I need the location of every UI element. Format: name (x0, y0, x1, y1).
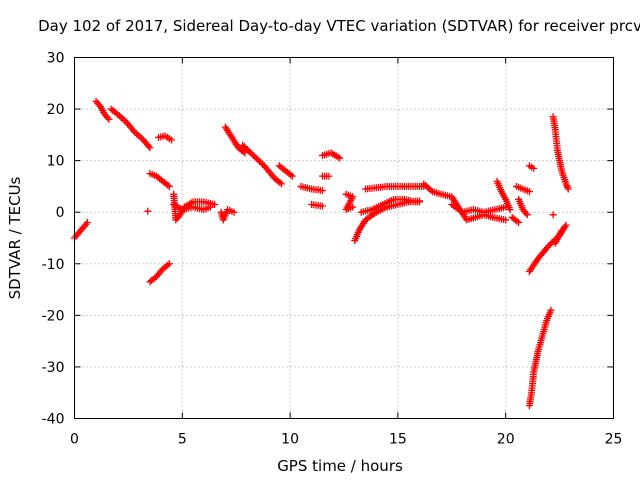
data-point (415, 198, 423, 206)
data-point (513, 217, 521, 225)
x-tick-label: 10 (281, 432, 299, 448)
y-tick-label: -20 (42, 308, 65, 324)
data-point (325, 172, 333, 180)
data-point (502, 216, 510, 224)
data-point (318, 202, 326, 210)
data-point (523, 211, 531, 219)
plot-frame (74, 57, 614, 419)
data-point (165, 260, 173, 268)
y-tick-label: 0 (56, 205, 65, 221)
data-point (211, 200, 219, 208)
data-point (547, 306, 555, 314)
x-tick-label: 5 (178, 432, 187, 448)
data-point (549, 211, 557, 219)
y-axis-title: SDTVAR / TECUs (6, 176, 24, 299)
data-point (144, 207, 152, 215)
data-point (525, 188, 533, 196)
x-tick-label: 0 (70, 432, 79, 448)
data-point (288, 172, 296, 180)
x-axis-title: GPS time / hours (277, 457, 403, 475)
data-point (287, 171, 295, 179)
data-point (558, 226, 566, 234)
data-point (564, 185, 572, 193)
data-point (164, 181, 172, 189)
data-point (562, 221, 570, 229)
data-point (506, 206, 514, 214)
data-point (168, 136, 176, 144)
x-tick-labels: 0 5 10 15 20 25 (70, 432, 622, 448)
x-tick-label: 25 (605, 432, 623, 448)
data-point (515, 219, 523, 227)
y-tick-labels: -40 -30 -20 -10 0 10 20 30 (42, 51, 65, 428)
data-point (276, 179, 284, 187)
chart-title: Day 102 of 2017, Sidereal Day-to-day VTE… (38, 17, 640, 35)
data-point (105, 115, 113, 123)
x-tick-label: 20 (497, 432, 515, 448)
data-point (349, 203, 357, 211)
data-point (230, 208, 238, 216)
y-tick-label: -30 (42, 360, 65, 376)
data-point (563, 182, 571, 190)
data-point (165, 182, 173, 190)
y-tick-label: -10 (42, 257, 65, 273)
data-point (336, 154, 344, 162)
x-tick-label: 15 (389, 432, 407, 448)
data-point (530, 164, 538, 172)
data-point (164, 261, 172, 269)
data-point (145, 142, 153, 150)
data-point (318, 187, 326, 195)
data-marks (71, 97, 572, 410)
data-point (206, 203, 214, 211)
data-point (277, 180, 285, 188)
y-tick-label: 10 (47, 154, 65, 170)
y-tick-label: 30 (47, 51, 65, 67)
grid-lines (74, 57, 614, 419)
data-point (146, 144, 154, 152)
y-tick-label: -40 (42, 412, 65, 428)
data-point (83, 219, 91, 227)
y-tick-label: 20 (47, 102, 65, 118)
